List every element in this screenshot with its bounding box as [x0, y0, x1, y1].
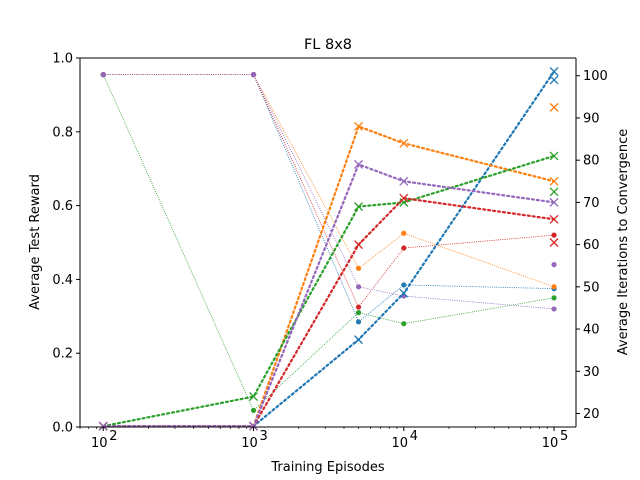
reward-point-2-4	[401, 230, 407, 236]
y-axis-right-label: Average Iterations to Convergence	[616, 129, 631, 355]
plot-area: 10 2 10 3 10 4 10 50.00.20.40.60.81.02030405060…	[52, 52, 608, 452]
y-left-tick-label-3: 0.4	[52, 273, 73, 288]
iteration-point-4-4	[399, 193, 409, 203]
iteration-point-2-4	[399, 138, 409, 148]
reward-series-line-5	[103, 74, 555, 310]
y-right-tick-label-8: 90	[583, 111, 600, 126]
reward-series-line-2	[103, 74, 555, 288]
x-tick-label-4: 10	[542, 436, 559, 451]
iteration-point-1-3	[354, 335, 364, 345]
reward-series-line-1	[103, 74, 555, 323]
x-tick-exponent-4: 5	[560, 429, 568, 444]
reward-point-2-3	[355, 265, 362, 271]
y-axis-left-label: Average Test Reward	[28, 174, 43, 310]
reward-point-3-3	[355, 310, 362, 316]
reward-point-4-5	[551, 232, 557, 238]
x-tick-label-3: 10	[392, 436, 409, 451]
reward-series-line-3	[102, 74, 555, 412]
y-left-tick-label-4: 0.6	[52, 199, 73, 214]
iteration-point-3-5	[549, 151, 559, 161]
reward-point-3-5	[551, 295, 557, 301]
extra-iteration-point-2	[549, 102, 559, 112]
iteration-series-line-2	[102, 124, 556, 428]
y-right-tick-label-6: 70	[583, 196, 600, 211]
y-right-tick-label-4: 50	[583, 280, 600, 295]
iteration-series-line-3	[102, 154, 556, 428]
y-right-tick-label-2: 30	[583, 365, 600, 380]
iteration-point-3-3	[354, 202, 364, 212]
extra-iteration-point-4	[549, 238, 559, 247]
y-left-tick-label-2: 0.2	[52, 347, 73, 362]
iteration-point-4-5	[549, 214, 559, 224]
y-left-tick-label-1: 0.0	[52, 421, 73, 436]
iteration-point-5-5	[549, 197, 559, 207]
iteration-series-line-1	[102, 70, 556, 428]
reward-point-1-4	[401, 282, 407, 288]
extra-iteration-point-1	[549, 75, 559, 85]
iteration-point-4-3	[354, 240, 364, 250]
extra-iteration-point-3	[549, 187, 559, 197]
iteration-point-1-5	[549, 67, 559, 76]
reward-point-2-5	[551, 284, 557, 290]
y-right-tick-label-9: 100	[583, 69, 608, 84]
reward-point-4-4	[401, 245, 407, 251]
iteration-point-5-1	[98, 421, 108, 431]
chart-title: FL 8x8	[304, 37, 352, 53]
reward-point-5-5	[551, 306, 557, 312]
x-axis-label: Training Episodes	[270, 460, 384, 475]
y-right-tick-label-3: 40	[583, 323, 600, 338]
iteration-point-2-5	[549, 176, 559, 186]
x-tick-exponent-1: 2	[109, 429, 117, 444]
extra-reward-point-1	[551, 262, 557, 268]
reward-point-3-4	[401, 321, 407, 327]
reward-point-5-2	[250, 72, 257, 78]
iteration-point-3-2	[249, 392, 258, 402]
iteration-series-line-4	[102, 197, 556, 428]
iteration-point-5-2	[249, 421, 258, 431]
y-right-tick-label-5: 60	[583, 238, 600, 253]
reward-point-5-1	[100, 72, 106, 78]
reward-series-line-4	[103, 74, 555, 308]
data-layer	[98, 67, 559, 431]
iteration-point-5-3	[354, 159, 364, 169]
reward-point-4-3	[355, 304, 362, 310]
reward-point-3-2	[250, 407, 257, 413]
x-tick-exponent-3: 4	[410, 429, 418, 444]
y-left-tick-label-5: 0.8	[52, 125, 73, 140]
x-tick-exponent-2: 3	[260, 429, 268, 444]
iteration-point-2-3	[354, 121, 364, 131]
x-tick-label-1: 10	[91, 436, 108, 451]
iteration-point-5-4	[399, 176, 409, 186]
reward-point-1-3	[355, 319, 362, 325]
reward-point-5-3	[355, 284, 362, 290]
x-tick-label-2: 10	[241, 436, 258, 451]
y-right-tick-label-1: 20	[583, 407, 600, 422]
iteration-point-1-4	[399, 288, 409, 298]
y-right-tick-label-7: 80	[583, 154, 600, 169]
y-left-tick-label-6: 1.0	[52, 52, 73, 67]
